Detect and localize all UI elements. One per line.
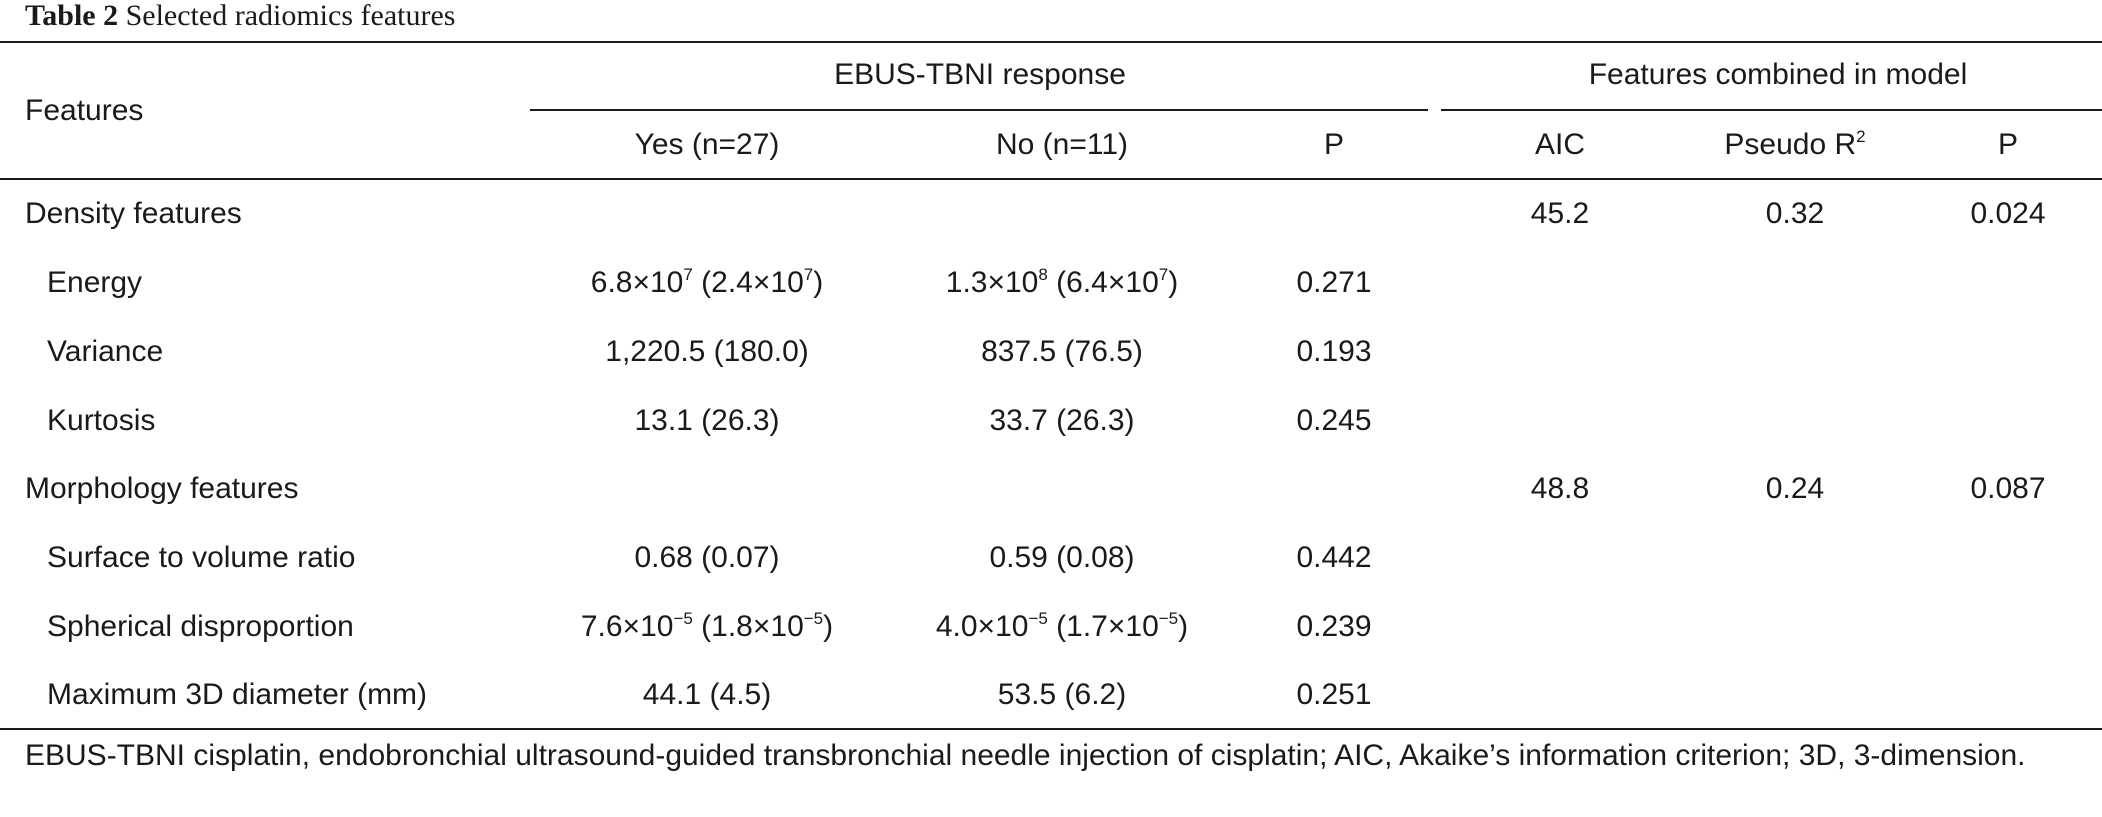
row-energy-yes: 6.8×107 (2.4×107) (590, 265, 824, 299)
row-kurtosis-name: Kurtosis (47, 404, 156, 437)
row-density-p2: 0.024 (1970, 197, 2046, 230)
row-diameter-yes: 44.1 (4.5) (642, 678, 772, 711)
row-spherical-name: Spherical disproportion (47, 610, 354, 643)
table-caption-text: Selected radiomics features (125, 0, 456, 32)
group-rule-model (1441, 109, 2102, 111)
row-diameter-p1: 0.251 (1296, 678, 1372, 711)
row-surface-no: 0.59 (0.08) (989, 541, 1135, 574)
row-surface-yes: 0.68 (0.07) (634, 541, 780, 574)
header-group-response: EBUS-TBNI response (834, 58, 1126, 91)
table-top-rule (0, 41, 2102, 43)
table-caption-label: Table 2 (25, 0, 119, 32)
row-variance-yes: 1,220.5 (180.0) (605, 335, 809, 368)
group-rule-response (530, 109, 1428, 111)
row-morphology-pseudo: 0.24 (1765, 472, 1825, 505)
table-caption: Table 2 Selected radiomics features (25, 0, 455, 36)
row-surface-p1: 0.442 (1296, 541, 1372, 574)
row-kurtosis-yes: 13.1 (26.3) (634, 404, 780, 437)
table-footnote: EBUS-TBNI cisplatin, endobronchial ultra… (25, 739, 2026, 772)
row-density-aic: 45.2 (1530, 197, 1590, 230)
table-header-rule (0, 178, 2102, 180)
header-features: Features (25, 94, 144, 127)
header-p1: P (1323, 128, 1345, 161)
row-spherical-yes: 7.6×10−5 (1.8×10−5) (580, 609, 834, 643)
row-density-name: Density features (25, 197, 242, 230)
row-density-pseudo: 0.32 (1765, 197, 1825, 230)
row-spherical-no: 4.0×10−5 (1.7×10−5) (935, 609, 1189, 643)
row-energy-p1: 0.271 (1296, 266, 1372, 299)
header-no: No (n=11) (995, 128, 1129, 161)
header-aic: AIC (1534, 128, 1586, 161)
header-p2: P (1997, 128, 2019, 161)
row-morphology-aic: 48.8 (1530, 472, 1590, 505)
row-morphology-name: Morphology features (25, 472, 299, 505)
header-pseudo-r2: Pseudo R2 (1724, 127, 1866, 161)
row-variance-p1: 0.193 (1296, 335, 1372, 368)
row-diameter-no: 53.5 (6.2) (997, 678, 1127, 711)
row-energy-name: Energy (47, 266, 143, 299)
row-diameter-name: Maximum 3D diameter (mm) (47, 678, 428, 711)
row-morphology-p2: 0.087 (1970, 472, 2046, 505)
row-spherical-p1: 0.239 (1296, 610, 1372, 643)
row-energy-no: 1.3×108 (6.4×107) (945, 265, 1179, 299)
row-kurtosis-no: 33.7 (26.3) (989, 404, 1135, 437)
row-kurtosis-p1: 0.245 (1296, 404, 1372, 437)
header-yes: Yes (n=27) (634, 128, 780, 161)
table-bottom-rule (0, 728, 2102, 730)
row-variance-name: Variance (47, 335, 164, 368)
row-variance-no: 837.5 (76.5) (981, 335, 1143, 368)
row-surface-name: Surface to volume ratio (47, 541, 356, 574)
header-group-model: Features combined in model (1588, 58, 1968, 91)
